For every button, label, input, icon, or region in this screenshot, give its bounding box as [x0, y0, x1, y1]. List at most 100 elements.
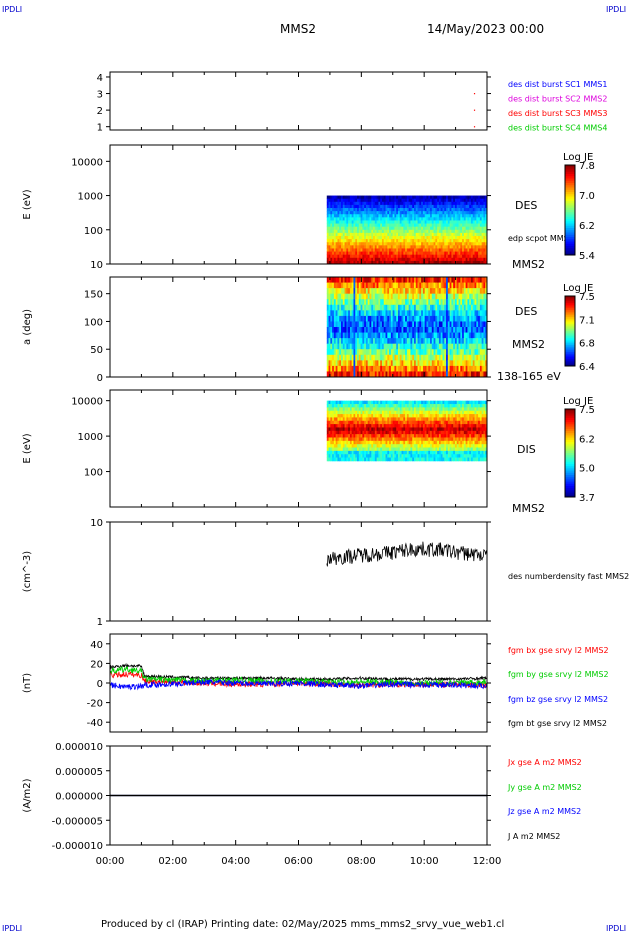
des-energy-cell — [385, 242, 388, 246]
des-pitch-cell — [458, 321, 461, 328]
des-energy-cell — [337, 229, 340, 234]
des-energy-cell — [332, 220, 335, 224]
des-energy-cell — [467, 220, 470, 224]
des-energy-cell — [426, 198, 429, 203]
dis-energy-cell — [431, 457, 434, 462]
des-energy-cell — [330, 198, 333, 203]
des-pitch-cell — [337, 277, 340, 283]
des-energy-cell — [431, 257, 434, 262]
des-pitch-cell — [435, 360, 438, 367]
des-pitch-cell — [483, 282, 486, 289]
dis-energy-cell — [431, 427, 434, 432]
dis-energy-cell — [357, 450, 360, 455]
dis-energy-cell — [414, 410, 417, 415]
des-pitch-cell — [462, 321, 465, 328]
des-pitch-cell — [328, 310, 331, 317]
des-energy-cell — [381, 260, 385, 265]
des-pitch-cell — [421, 332, 424, 339]
des-pitch-cell — [365, 338, 369, 345]
des-pitch-cell — [385, 349, 388, 356]
des-energy-cell — [431, 229, 434, 234]
des-energy-cell — [383, 211, 386, 215]
dis-energy-cell — [430, 404, 433, 408]
des-energy-cell — [401, 226, 404, 231]
des-energy-cell — [458, 217, 461, 221]
dis-energy-cell — [383, 400, 386, 405]
colorbar-cell-1-27 — [565, 225, 575, 229]
des-pitch-cell — [414, 371, 417, 378]
des-pitch-cell — [465, 327, 468, 333]
des-pitch-cell — [456, 310, 459, 317]
des-energy-cell — [435, 214, 438, 218]
des-energy-cell — [403, 235, 406, 240]
des-energy-cell — [421, 251, 424, 256]
des-energy-cell — [433, 245, 436, 249]
des-energy-cell — [337, 223, 340, 228]
des-energy-cell — [412, 217, 415, 221]
des-energy-cell — [414, 257, 417, 262]
dis-energy-cell — [437, 427, 440, 432]
des-energy-cell — [428, 204, 431, 209]
des-energy-cell — [415, 239, 418, 243]
des-energy-cell — [414, 214, 417, 218]
dis-energy-cell — [358, 407, 362, 412]
colorbar-frame-2 — [564, 295, 576, 367]
des-pitch-cell — [467, 332, 470, 339]
des-pitch-cell — [456, 354, 459, 361]
dis-energy-cell — [387, 454, 390, 458]
dis-energy-cell — [381, 450, 385, 455]
des-pitch-cell — [481, 327, 484, 333]
des-pitch-cell — [332, 321, 335, 328]
des-pitch-cell — [328, 299, 331, 306]
dis-energy-cell — [332, 444, 335, 448]
des-energy-cell — [460, 254, 463, 259]
des-pitch-cell — [369, 277, 372, 283]
des-energy-cell — [433, 229, 436, 234]
des-energy-cell — [478, 211, 481, 215]
des-energy-cell — [390, 195, 394, 200]
dis-energy-cell — [417, 427, 420, 432]
des-energy-cell — [485, 239, 488, 243]
des-pitch-cell — [426, 343, 429, 350]
dis-energy-cell — [344, 450, 347, 455]
dis-energy-cell — [360, 400, 363, 405]
des-energy-cell — [355, 223, 358, 228]
dis-energy-cell — [364, 434, 367, 438]
des-pitch-cell — [376, 371, 379, 378]
des-pitch-cell — [435, 349, 438, 356]
dis-energy-cell — [431, 400, 434, 405]
des-energy-cell — [440, 232, 443, 237]
dis-energy-cell — [412, 437, 415, 442]
des-energy-cell — [446, 195, 449, 200]
des-pitch-cell — [453, 310, 456, 317]
des-pitch-cell — [381, 349, 385, 356]
des-pitch-cell — [462, 327, 465, 333]
des-energy-cell — [333, 198, 337, 203]
des-pitch-cell — [431, 327, 434, 333]
des-pitch-cell — [332, 310, 335, 317]
des-pitch-cell — [424, 343, 427, 350]
des-energy-cell — [342, 251, 345, 256]
des-pitch-cell — [364, 360, 367, 367]
des-pitch-cell — [365, 310, 369, 317]
des-energy-cell — [440, 257, 443, 262]
des-energy-cell — [380, 245, 383, 249]
des-pitch-cell — [474, 310, 477, 317]
des-energy-cell — [465, 254, 468, 259]
des-energy-cell — [332, 204, 335, 209]
des-pitch-cell — [385, 321, 388, 328]
des-pitch-cell — [405, 304, 408, 311]
dis-energy-cell — [371, 407, 374, 412]
des-energy-cell — [422, 204, 426, 209]
des-energy-cell — [365, 211, 369, 215]
des-energy-cell — [387, 201, 390, 206]
colorbar-tick-1-0: 7.8 — [579, 161, 595, 172]
des-energy-cell — [412, 254, 415, 259]
des-energy-cell — [424, 254, 427, 259]
dis-energy-cell — [415, 430, 418, 435]
des-pitch-cell — [394, 349, 397, 356]
colorbar-cell-1-31 — [565, 234, 575, 238]
dis-energy-cell — [396, 414, 399, 418]
des-energy-cell — [399, 245, 402, 249]
des-energy-cell — [332, 223, 335, 228]
